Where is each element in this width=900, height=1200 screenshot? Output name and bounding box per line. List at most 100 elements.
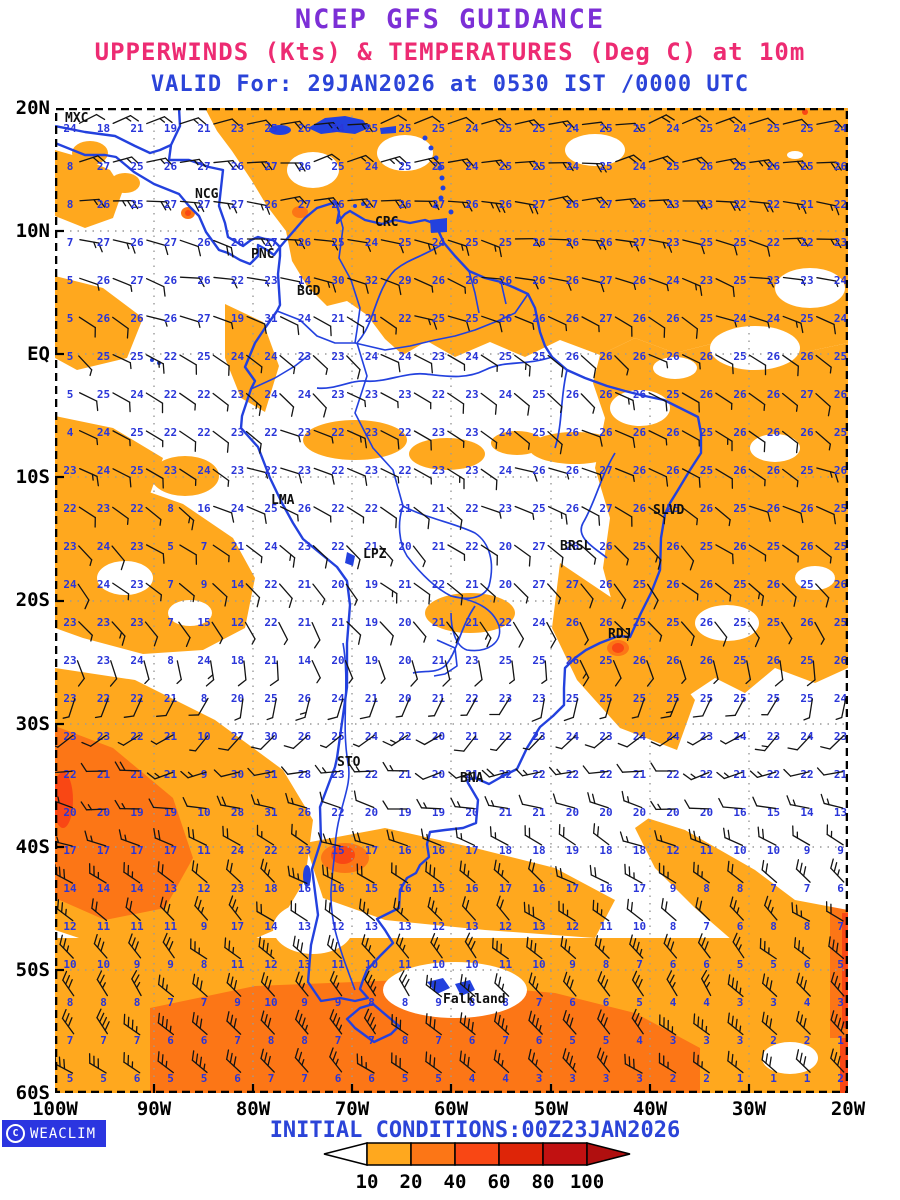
temperature-value: 26	[767, 426, 781, 439]
temperature-value: 24	[532, 616, 546, 629]
wind-station: 20	[398, 654, 418, 687]
temperature-value: 25	[465, 312, 478, 325]
wind-station: 22	[331, 426, 367, 449]
wind-station: 27	[532, 540, 564, 568]
wind-station: 25	[130, 464, 164, 489]
wind-barb	[427, 697, 444, 717]
temperature-value: 24	[365, 236, 379, 249]
wind-station: 5	[597, 1009, 611, 1047]
wind-station: 23	[489, 692, 512, 716]
wind-barb	[111, 545, 125, 571]
wind-station: 2	[658, 1052, 676, 1085]
temperature-value: 26	[331, 198, 345, 211]
wind-station: 24	[231, 350, 263, 374]
temperature-value: 10	[532, 958, 545, 971]
wind-station: 24	[298, 312, 332, 337]
temperature-value: 7	[502, 1034, 509, 1047]
wind-barb	[695, 897, 711, 921]
temperature-value: 10	[264, 996, 277, 1009]
wind-barb	[213, 239, 234, 258]
wind-station: 25	[398, 236, 437, 255]
wind-barb	[237, 660, 247, 687]
wind-station: 10	[430, 932, 445, 971]
temperature-value: 26	[800, 616, 814, 629]
wind-barb	[188, 697, 209, 716]
wind-station: 23	[63, 616, 93, 642]
temperature-value: 23	[298, 464, 311, 477]
wind-station: 24	[555, 730, 579, 750]
temperature-value: 22	[834, 198, 847, 211]
temperature-value: 1	[804, 1072, 811, 1085]
temperature-value: 8	[469, 996, 476, 1009]
wind-barb	[681, 468, 701, 488]
wind-barb	[260, 972, 275, 997]
temperature-value: 14	[130, 882, 144, 895]
wind-barb	[749, 239, 771, 257]
wind-barb	[179, 315, 201, 329]
wind-station: 26	[566, 502, 601, 526]
temperature-value: 7	[301, 1072, 308, 1085]
temperature-value: 26	[566, 236, 580, 249]
temperature-value: 25	[398, 236, 411, 249]
temperature-value: 22	[432, 578, 445, 591]
temperature-value: 31	[264, 312, 278, 325]
wind-station: 20	[415, 730, 445, 746]
temperature-value: 8	[67, 198, 74, 211]
wind-barb	[647, 621, 663, 642]
wind-station: 3	[727, 1012, 744, 1047]
wind-station: 25	[800, 654, 816, 687]
wind-barb	[430, 932, 443, 959]
wind-station: 26	[197, 274, 238, 289]
wind-barb	[725, 697, 745, 717]
temperature-value: 21	[331, 616, 345, 629]
temperature-value: 25	[566, 692, 579, 705]
wind-station: 25	[599, 154, 642, 173]
wind-barb	[380, 239, 404, 254]
wind-barb	[648, 392, 668, 412]
wind-barb	[614, 545, 629, 566]
temperature-value: 22	[767, 768, 780, 781]
wind-station: 8	[96, 970, 109, 1009]
wind-station: 15	[356, 863, 378, 895]
wind-station: 26	[97, 312, 129, 339]
wind-barb	[597, 1009, 611, 1035]
wind-barb	[346, 545, 361, 570]
temperature-value: 23	[800, 274, 813, 287]
wind-barb	[558, 900, 576, 922]
temperature-value: 25	[499, 350, 512, 363]
wind-station: 16	[589, 864, 613, 895]
wind-barb	[481, 315, 503, 333]
temperature-value: 25	[767, 692, 780, 705]
wind-station: 2	[761, 1011, 778, 1047]
wind-barb	[179, 276, 205, 288]
temperature-value: 21	[398, 578, 412, 591]
wind-barb	[412, 621, 427, 643]
wind-barb	[479, 621, 492, 648]
wind-station: 14	[231, 578, 261, 608]
wind-barb	[560, 935, 577, 960]
wind-barb	[55, 770, 73, 774]
temperature-value: 23	[465, 426, 478, 439]
temperature-value: 5	[402, 1072, 409, 1085]
temperature-value: 27	[130, 274, 143, 287]
wind-station: 26	[499, 274, 539, 290]
wind-barb	[212, 354, 230, 376]
wind-barb	[514, 237, 541, 248]
temperature-value: 24	[834, 122, 848, 135]
wind-barb	[648, 239, 673, 253]
wind-station: 5	[759, 938, 777, 971]
wind-barb	[145, 544, 165, 564]
temperature-value: 26	[767, 654, 781, 667]
wind-barb	[260, 1048, 275, 1073]
temperature-value: 26	[566, 388, 580, 401]
temperature-value: 9	[234, 996, 241, 1009]
wind-station: 24	[365, 156, 408, 173]
temperature-value: 17	[499, 882, 512, 895]
temperature-value: 10	[733, 844, 746, 857]
temperature-value: 3	[670, 1034, 677, 1047]
temperature-value: 6	[569, 996, 576, 1009]
temperature-value: 31	[264, 768, 278, 781]
wind-barb	[548, 195, 575, 205]
wind-station: 21	[518, 794, 546, 819]
wind-station: 14	[123, 862, 144, 895]
